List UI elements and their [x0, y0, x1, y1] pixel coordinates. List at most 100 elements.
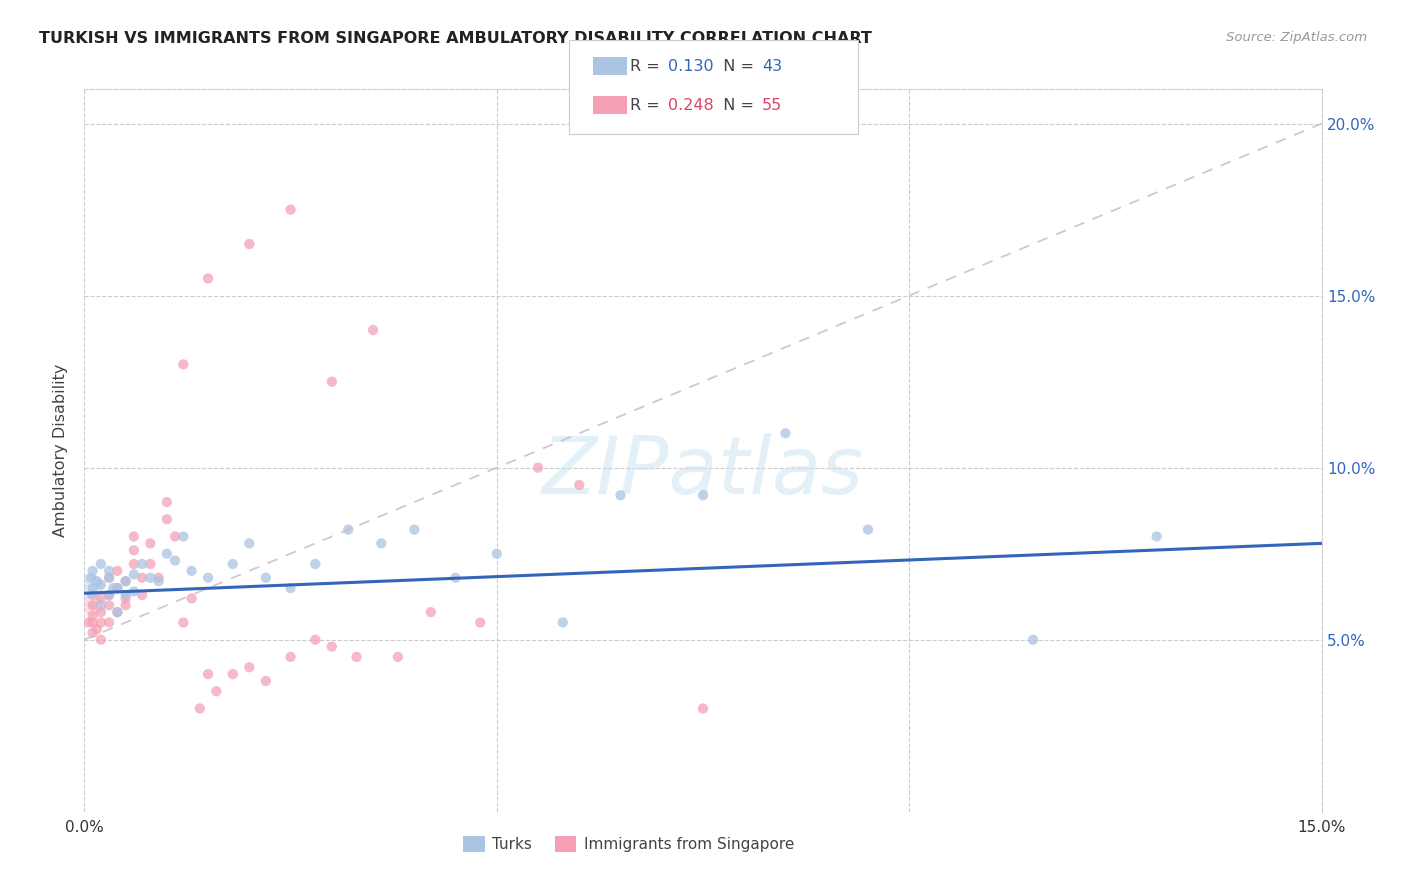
Point — [321, 640, 343, 654]
Point — [90, 605, 112, 619]
Point — [485, 547, 508, 561]
Point — [82, 625, 104, 640]
Point — [98, 564, 121, 578]
Point — [77, 615, 100, 630]
Point — [131, 588, 153, 602]
Y-axis label: Ambulatory Disability: Ambulatory Disability — [53, 364, 69, 537]
Point — [90, 599, 112, 613]
Point — [280, 202, 302, 217]
Point — [105, 605, 128, 619]
Point — [82, 608, 104, 623]
Point — [180, 564, 202, 578]
Point — [105, 581, 128, 595]
Text: N =: N = — [713, 59, 759, 73]
Point — [105, 581, 128, 595]
Point — [98, 571, 121, 585]
Point — [105, 605, 128, 619]
Point — [188, 701, 211, 715]
Point — [172, 358, 194, 372]
Point — [238, 660, 260, 674]
Point — [98, 588, 121, 602]
Point — [527, 460, 550, 475]
Text: ZIPatlas: ZIPatlas — [541, 434, 865, 511]
Point — [122, 543, 145, 558]
Point — [122, 529, 145, 543]
Point — [856, 523, 879, 537]
Point — [82, 615, 104, 630]
Point — [131, 557, 153, 571]
Point — [337, 523, 360, 537]
Point — [165, 529, 187, 543]
Text: Source: ZipAtlas.com: Source: ZipAtlas.com — [1226, 31, 1367, 45]
Point — [98, 571, 121, 585]
Point — [197, 667, 219, 681]
Text: N =: N = — [713, 98, 759, 112]
Point — [90, 557, 112, 571]
Point — [280, 649, 302, 664]
Point — [122, 567, 145, 582]
Point — [304, 632, 326, 647]
Point — [304, 557, 326, 571]
Point — [156, 495, 179, 509]
Text: 43: 43 — [762, 59, 782, 73]
Point — [156, 547, 179, 561]
Point — [82, 599, 104, 613]
Point — [205, 684, 228, 698]
Legend: Turks, Immigrants from Singapore: Turks, Immigrants from Singapore — [457, 830, 800, 858]
Point — [80, 571, 103, 585]
Point — [172, 615, 194, 630]
Point — [98, 599, 121, 613]
Point — [90, 615, 112, 630]
Point — [254, 571, 277, 585]
Point — [165, 553, 187, 567]
Point — [254, 673, 277, 688]
Point — [470, 615, 492, 630]
Point — [82, 599, 104, 613]
Point — [82, 581, 104, 595]
Point — [172, 529, 194, 543]
Point — [148, 574, 170, 589]
Point — [114, 574, 136, 589]
Point — [180, 591, 202, 606]
Point — [122, 584, 145, 599]
Point — [82, 588, 104, 602]
Point — [404, 523, 426, 537]
Point — [197, 271, 219, 285]
Point — [139, 557, 162, 571]
Point — [156, 512, 179, 526]
Point — [1146, 529, 1168, 543]
Point — [692, 701, 714, 715]
Text: R =: R = — [630, 98, 665, 112]
Point — [98, 588, 121, 602]
Point — [361, 323, 384, 337]
Point — [86, 574, 108, 589]
Point — [197, 571, 219, 585]
Point — [90, 577, 112, 591]
Point — [1022, 632, 1045, 647]
Text: 55: 55 — [762, 98, 782, 112]
Point — [122, 557, 145, 571]
Point — [280, 581, 302, 595]
Point — [444, 571, 467, 585]
Point — [139, 571, 162, 585]
Point — [103, 581, 125, 595]
Point — [80, 579, 103, 593]
Point — [387, 649, 409, 664]
Point — [551, 615, 574, 630]
Point — [114, 599, 136, 613]
Point — [321, 375, 343, 389]
Point — [86, 623, 108, 637]
Text: R =: R = — [630, 59, 665, 73]
Point — [82, 564, 104, 578]
Point — [346, 649, 368, 664]
Point — [609, 488, 631, 502]
Point — [98, 615, 121, 630]
Point — [370, 536, 392, 550]
Text: 0.248: 0.248 — [668, 98, 714, 112]
Point — [114, 574, 136, 589]
Point — [692, 488, 714, 502]
Point — [419, 605, 441, 619]
Point — [114, 588, 136, 602]
Point — [131, 571, 153, 585]
Point — [105, 564, 128, 578]
